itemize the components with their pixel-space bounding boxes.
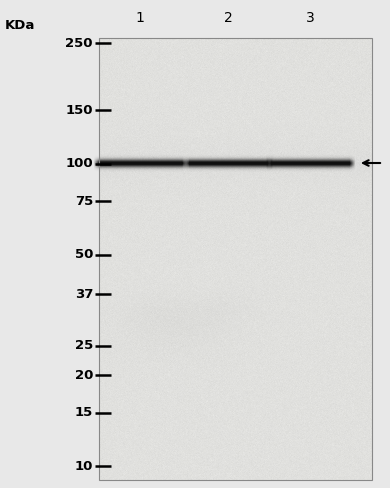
Text: 150: 150 (66, 104, 93, 117)
Text: 15: 15 (75, 407, 93, 419)
Text: 37: 37 (74, 288, 93, 301)
Text: 100: 100 (66, 157, 93, 170)
Text: KDa: KDa (5, 19, 35, 32)
Text: 50: 50 (74, 248, 93, 261)
Text: 3: 3 (306, 11, 314, 25)
Text: 1: 1 (136, 11, 144, 25)
Text: 25: 25 (75, 339, 93, 352)
Text: 20: 20 (74, 368, 93, 382)
Bar (99, 38, 372, 480)
Text: 75: 75 (75, 195, 93, 208)
Text: 10: 10 (74, 460, 93, 473)
Text: 2: 2 (223, 11, 232, 25)
Text: 250: 250 (66, 37, 93, 50)
